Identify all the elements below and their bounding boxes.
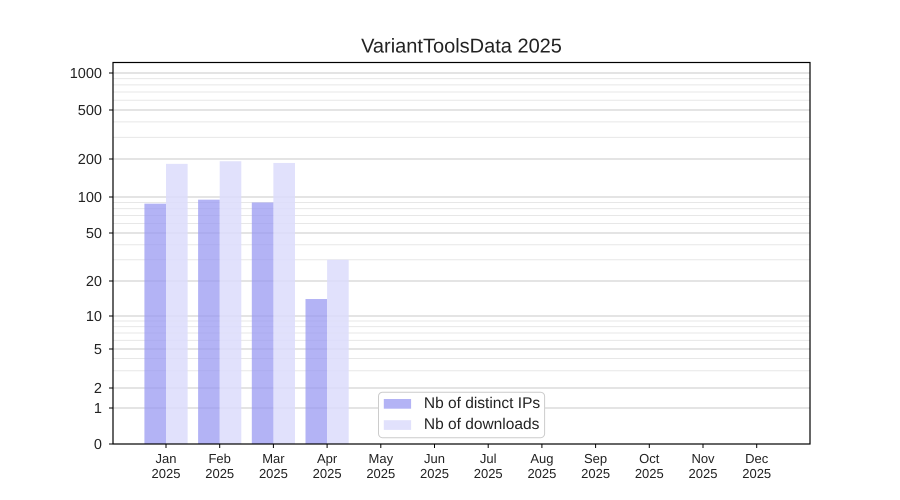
svg-text:2025: 2025 (474, 466, 503, 481)
svg-text:Aug: Aug (530, 451, 553, 466)
svg-text:2025: 2025 (527, 466, 556, 481)
svg-text:Oct: Oct (639, 451, 660, 466)
svg-text:Jan: Jan (156, 451, 177, 466)
svg-text:Sep: Sep (584, 451, 607, 466)
svg-text:50: 50 (86, 226, 102, 242)
svg-text:Dec: Dec (745, 451, 769, 466)
svg-text:2025: 2025 (635, 466, 664, 481)
svg-text:10: 10 (86, 309, 102, 325)
svg-text:20: 20 (86, 274, 102, 290)
svg-text:Nb of downloads: Nb of downloads (424, 416, 540, 433)
svg-text:2025: 2025 (742, 466, 771, 481)
svg-text:100: 100 (78, 190, 102, 206)
svg-text:Feb: Feb (208, 451, 230, 466)
svg-text:2025: 2025 (259, 466, 288, 481)
svg-text:Mar: Mar (262, 451, 285, 466)
svg-text:200: 200 (78, 152, 102, 168)
svg-text:2025: 2025 (689, 466, 718, 481)
svg-text:Nb of distinct IPs: Nb of distinct IPs (424, 395, 541, 412)
svg-text:2025: 2025 (205, 466, 234, 481)
svg-text:2025: 2025 (313, 466, 342, 481)
svg-text:0: 0 (94, 437, 102, 453)
svg-text:5: 5 (94, 342, 102, 358)
svg-text:Apr: Apr (317, 451, 338, 466)
svg-text:VariantToolsData 2025: VariantToolsData 2025 (361, 36, 562, 58)
svg-text:2025: 2025 (420, 466, 449, 481)
svg-text:May: May (369, 451, 394, 466)
svg-text:Jul: Jul (480, 451, 497, 466)
svg-text:1: 1 (94, 401, 102, 417)
svg-text:Nov: Nov (691, 451, 715, 466)
svg-text:2025: 2025 (581, 466, 610, 481)
svg-text:2025: 2025 (366, 466, 395, 481)
svg-text:500: 500 (78, 103, 102, 119)
svg-text:1000: 1000 (70, 66, 102, 82)
svg-text:2: 2 (94, 381, 102, 397)
svg-text:Jun: Jun (424, 451, 445, 466)
svg-text:2025: 2025 (152, 466, 181, 481)
